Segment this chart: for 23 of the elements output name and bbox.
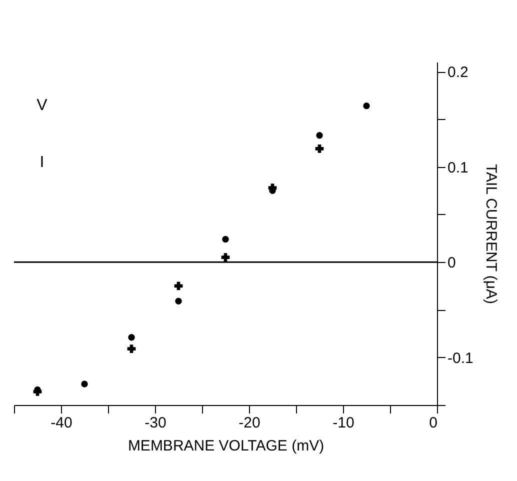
x-tick-label: -40	[50, 414, 72, 432]
point	[363, 102, 370, 110]
point	[316, 132, 323, 139]
point	[174, 282, 183, 290]
x-tick-label: -30	[144, 414, 166, 432]
y-axis-title: TAIL CURRENT (μA)	[482, 164, 500, 304]
y-tick-label: -0.1	[448, 350, 474, 367]
point	[315, 144, 324, 153]
y-tick-label: 0.2	[448, 64, 468, 82]
point	[81, 380, 88, 388]
point	[128, 334, 135, 341]
y-tick-label: 0.1	[448, 159, 468, 176]
point	[175, 298, 182, 304]
point	[127, 344, 136, 353]
x-tick-label: -20	[238, 414, 260, 432]
point	[222, 236, 229, 243]
x-axis-title: MEMBRANE VOLTAGE (mV)	[128, 438, 324, 454]
x-tick-label: 0	[429, 414, 438, 432]
x-tick-label: -10	[332, 414, 354, 432]
annotation: I	[40, 154, 44, 171]
annotation: V	[36, 97, 48, 114]
point	[221, 253, 230, 262]
y-tick-label: 0	[448, 254, 456, 272]
